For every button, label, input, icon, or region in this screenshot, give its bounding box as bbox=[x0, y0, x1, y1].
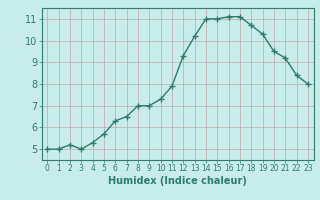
X-axis label: Humidex (Indice chaleur): Humidex (Indice chaleur) bbox=[108, 176, 247, 186]
